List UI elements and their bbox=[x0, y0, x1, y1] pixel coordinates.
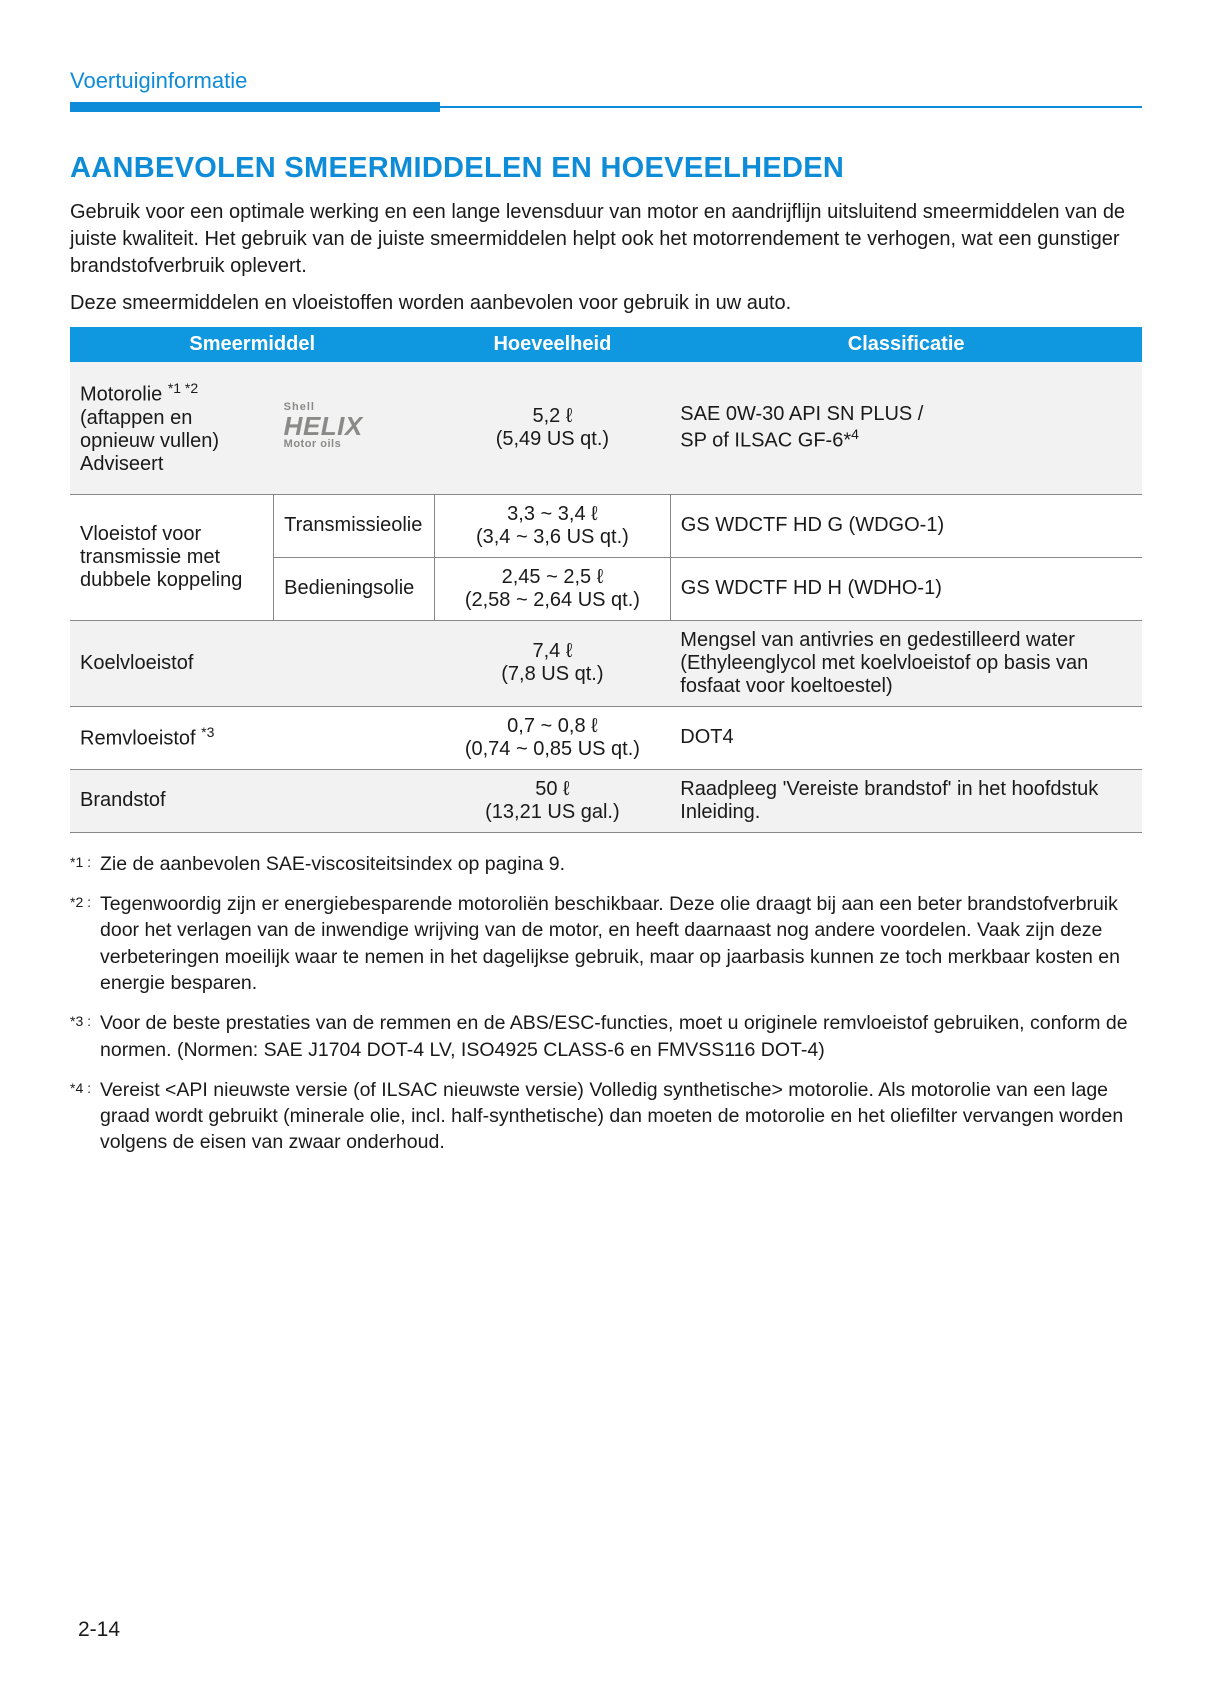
cell-fuel-class: Raadpleeg 'Vereiste brandstof' in het ho… bbox=[670, 769, 1142, 832]
cell-brake-label: Remvloeistof *3 bbox=[70, 706, 434, 769]
cell-motor-oil-label: Motorolie *1 *2 (aftappen en opnieuw vul… bbox=[70, 362, 274, 494]
footnote-4: *4 : Vereist <API nieuwste versie (of IL… bbox=[70, 1077, 1142, 1156]
cell-coolant-class: Mengsel van antivries en gedestilleerd w… bbox=[670, 620, 1142, 706]
cell-helix-logo: Shell HELIX Motor oils bbox=[274, 362, 435, 494]
col-lubricant: Smeermiddel bbox=[70, 327, 434, 362]
col-classification: Classificatie bbox=[670, 327, 1142, 362]
table-row: Remvloeistof *3 0,7 ~ 0,8 ℓ(0,74 ~ 0,85 … bbox=[70, 706, 1142, 769]
table-row: Brandstof 50 ℓ(13,21 US gal.) Raadpleeg … bbox=[70, 769, 1142, 832]
footnotes: *1 : Zie de aanbevolen SAE-viscositeitsi… bbox=[70, 851, 1142, 1156]
cell-fuel-qty: 50 ℓ(13,21 US gal.) bbox=[434, 769, 670, 832]
cell-trans-oil-qty: 3,3 ~ 3,4 ℓ(3,4 ~ 3,6 US qt.) bbox=[434, 494, 670, 557]
table-row: Vloeistof voor transmissie met dubbele k… bbox=[70, 494, 1142, 557]
cell-trans-oil: Transmissieolie bbox=[274, 494, 435, 557]
table-row: Motorolie *1 *2 (aftappen en opnieuw vul… bbox=[70, 362, 1142, 494]
main-heading: AANBEVOLEN SMEERMIDDELEN EN HOEVEELHEDEN bbox=[70, 152, 1142, 185]
cell-fuel-label: Brandstof bbox=[70, 769, 434, 832]
cell-dct-fluid-label: Vloeistof voor transmissie met dubbele k… bbox=[70, 494, 274, 620]
cell-trans-oil-class: GS WDCTF HD G (WDGO-1) bbox=[670, 494, 1142, 557]
page-number: 2-14 bbox=[78, 1618, 120, 1642]
cell-motor-oil-class: SAE 0W-30 API SN PLUS / SP of ILSAC GF-6… bbox=[670, 362, 1142, 494]
table-header-row: Smeermiddel Hoeveelheid Classificatie bbox=[70, 327, 1142, 362]
lubricants-table: Smeermiddel Hoeveelheid Classificatie Mo… bbox=[70, 327, 1142, 833]
footnote-3: *3 : Voor de beste prestaties van de rem… bbox=[70, 1010, 1142, 1063]
footnote-1: *1 : Zie de aanbevolen SAE-viscositeitsi… bbox=[70, 851, 1142, 877]
intro-paragraph-2: Deze smeermiddelen en vloeistoffen worde… bbox=[70, 290, 1142, 317]
cell-brake-qty: 0,7 ~ 0,8 ℓ(0,74 ~ 0,85 US qt.) bbox=[434, 706, 670, 769]
intro-paragraph-1: Gebruik voor een optimale werking en een… bbox=[70, 199, 1142, 280]
footnote-2: *2 : Tegenwoordig zijn er energiebespare… bbox=[70, 891, 1142, 996]
cell-control-oil-class: GS WDCTF HD H (WDHO-1) bbox=[670, 557, 1142, 620]
cell-control-oil-qty: 2,45 ~ 2,5 ℓ(2,58 ~ 2,64 US qt.) bbox=[434, 557, 670, 620]
cell-brake-class: DOT4 bbox=[670, 706, 1142, 769]
section-label: Voertuiginformatie bbox=[70, 68, 1142, 94]
col-quantity: Hoeveelheid bbox=[434, 327, 670, 362]
cell-coolant-qty: 7,4 ℓ(7,8 US qt.) bbox=[434, 620, 670, 706]
cell-motor-oil-qty: 5,2 ℓ(5,49 US qt.) bbox=[434, 362, 670, 494]
cell-control-oil: Bedieningsolie bbox=[274, 557, 435, 620]
table-row: Koelvloeistof 7,4 ℓ(7,8 US qt.) Mengsel … bbox=[70, 620, 1142, 706]
header-divider bbox=[70, 102, 1142, 112]
cell-coolant-label: Koelvloeistof bbox=[70, 620, 434, 706]
